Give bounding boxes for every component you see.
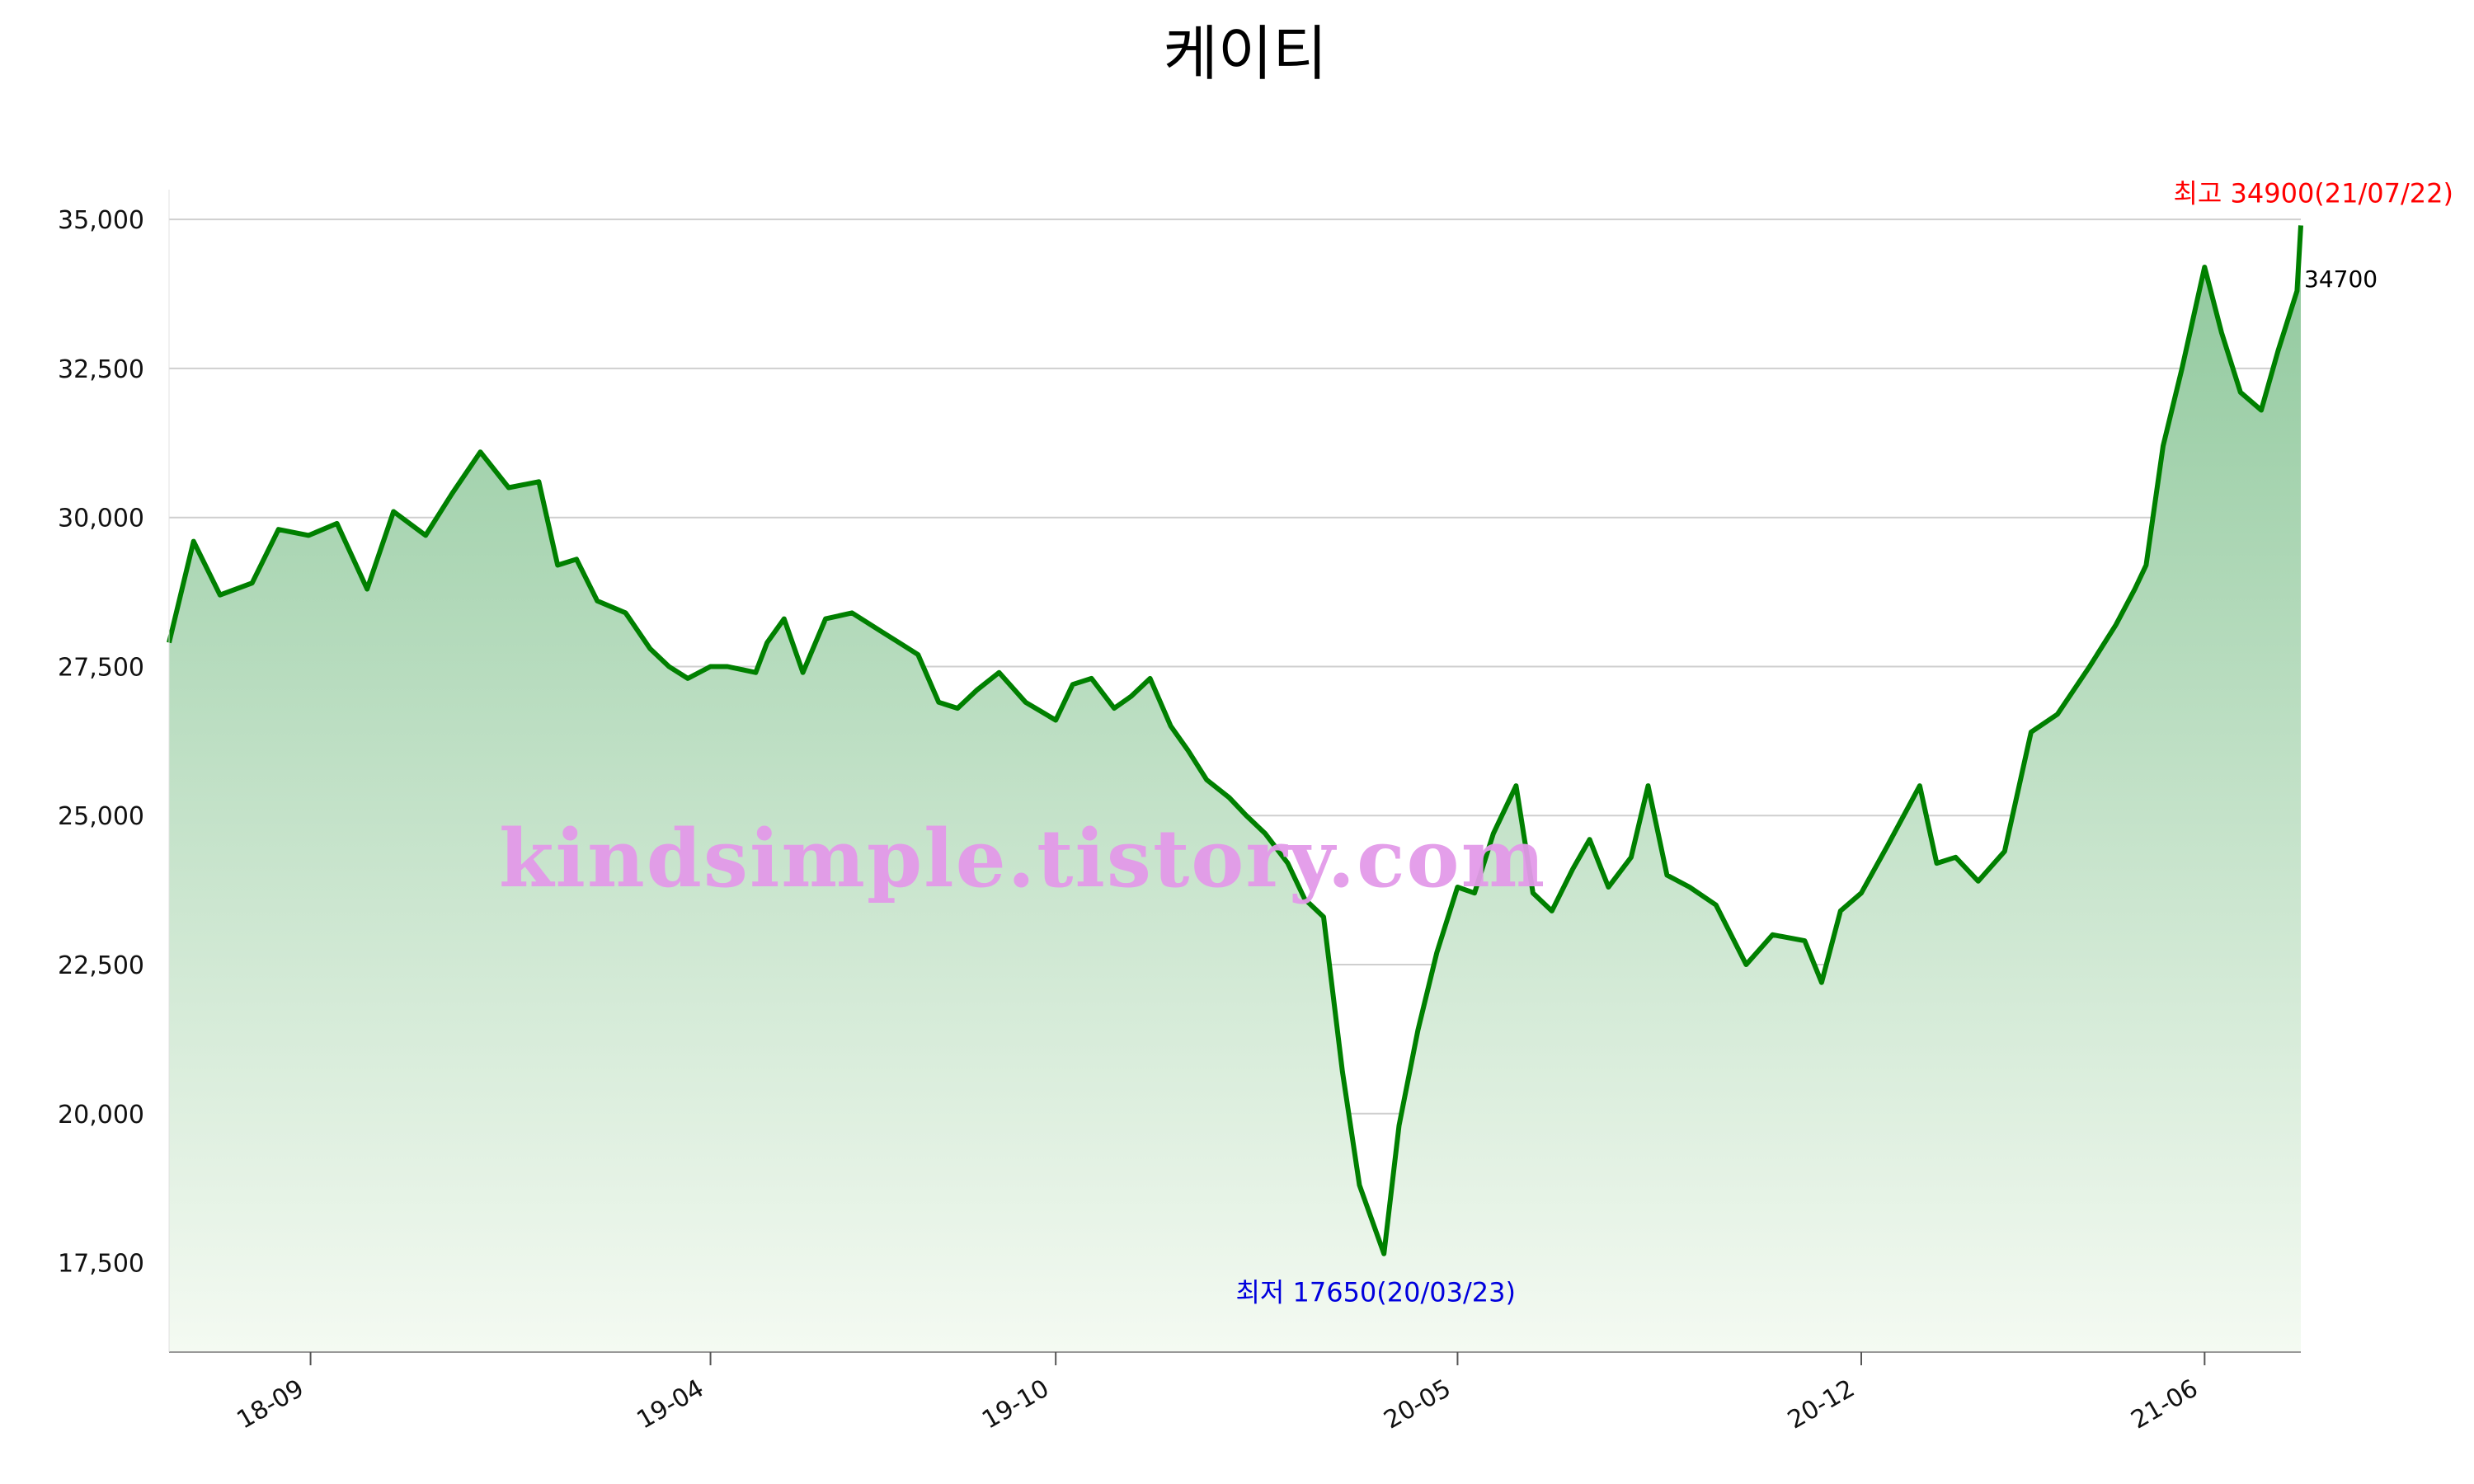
y-tick-label: 30,000	[58, 505, 144, 533]
y-tick-label: 17,500	[58, 1250, 144, 1279]
y-tick-label: 27,500	[58, 653, 144, 682]
annotation-low: 최저 17650(20/03/23)	[1235, 1277, 1516, 1308]
annotation-last-value: 34700	[2304, 265, 2378, 293]
x-tick-label: 21-06	[2126, 1374, 2203, 1435]
chart-title: 케이티	[1164, 19, 1328, 88]
price-line	[167, 225, 2303, 1256]
y-tick-label: 20,000	[58, 1101, 144, 1129]
watermark-text: kindsimple.tistory.com	[499, 812, 1546, 905]
y-axis-ticks: 17,500 20,000 22,500 25,000 27,500 30,000 32,5…	[58, 206, 144, 1278]
x-tick-label: 20-12	[1783, 1374, 1860, 1435]
y-tick-label: 22,500	[58, 951, 144, 980]
annotation-high: 최고 34900(21/07/22)	[2173, 177, 2453, 209]
y-tick-label: 32,500	[58, 355, 144, 384]
x-axis-ticks: 18-09 19-04 19-10 20-05 20-12 21-06	[233, 1352, 2206, 1435]
x-tick-label: 19-10	[977, 1374, 1054, 1435]
x-tick-label: 20-05	[1379, 1374, 1456, 1435]
y-tick-label: 25,000	[58, 802, 144, 831]
y-tick-label: 35,000	[58, 206, 144, 235]
area-fill	[169, 225, 2301, 1352]
price-line-path	[167, 225, 2303, 1256]
area-fill-path	[169, 225, 2301, 1352]
x-tick-label: 19-04	[633, 1374, 709, 1435]
axes	[168, 190, 2301, 1353]
x-tick-label: 18-09	[233, 1374, 309, 1435]
